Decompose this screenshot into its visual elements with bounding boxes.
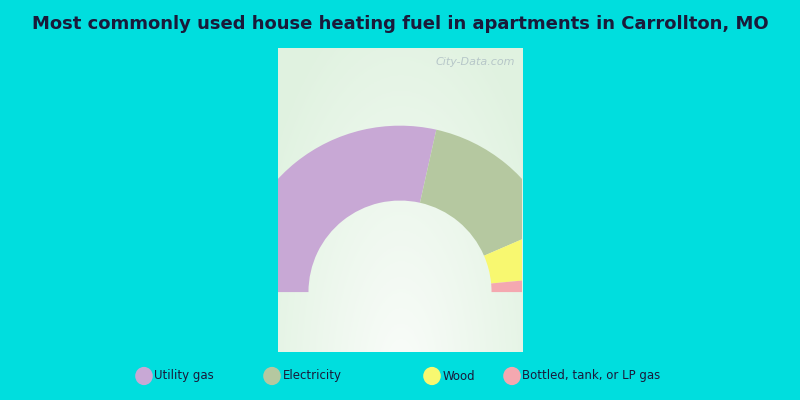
Ellipse shape	[135, 367, 153, 385]
Text: Most commonly used house heating fuel in apartments in Carrollton, MO: Most commonly used house heating fuel in…	[32, 15, 768, 33]
Wedge shape	[491, 276, 566, 292]
Ellipse shape	[423, 367, 441, 385]
Text: Wood: Wood	[442, 370, 475, 382]
Ellipse shape	[503, 367, 521, 385]
Text: City-Data.com: City-Data.com	[435, 57, 514, 67]
Wedge shape	[420, 130, 553, 256]
Text: Bottled, tank, or LP gas: Bottled, tank, or LP gas	[522, 370, 661, 382]
Wedge shape	[484, 226, 566, 284]
Wedge shape	[234, 126, 436, 292]
Text: Electricity: Electricity	[282, 370, 342, 382]
Text: Utility gas: Utility gas	[154, 370, 214, 382]
Ellipse shape	[263, 367, 281, 385]
